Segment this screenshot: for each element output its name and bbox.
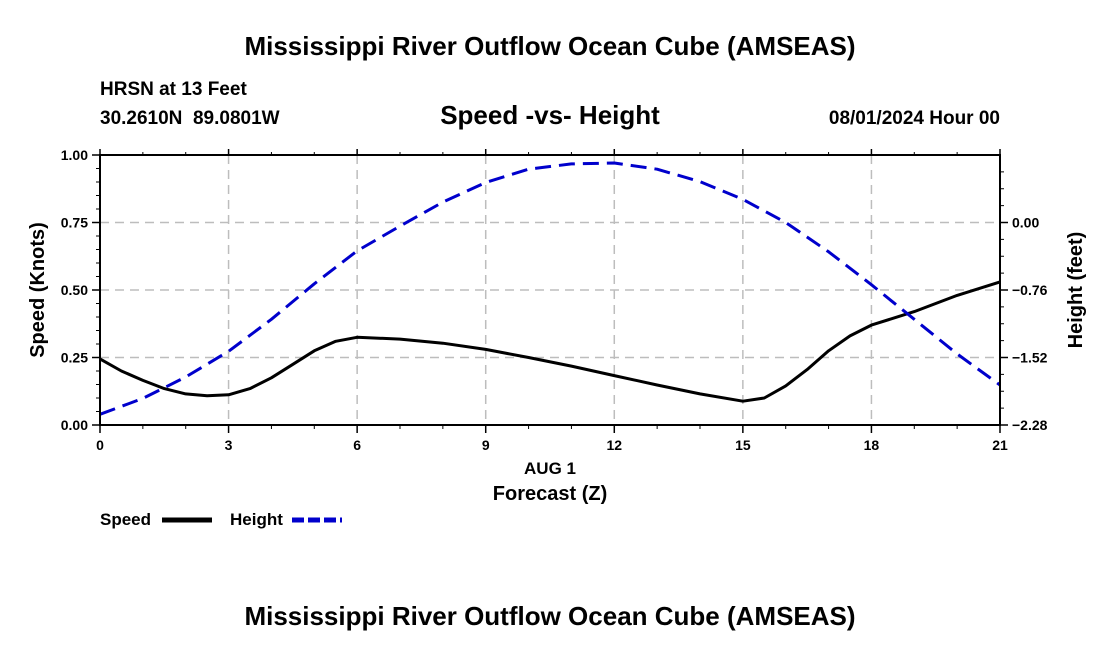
chart-subtitle: Speed -vs- Height — [440, 100, 660, 130]
y-axis-label-right: Height (feet) — [1065, 232, 1087, 349]
x-tick-label-4: 12 — [606, 437, 622, 453]
series-line-height — [99, 161, 1001, 416]
y-tick-label-2: 0.50 — [61, 282, 88, 298]
grid-layer — [100, 155, 1000, 425]
y2-tick-label-1: −1.52 — [1012, 350, 1048, 366]
x-axis-label: Forecast (Z) — [493, 483, 607, 505]
x-tick-label-3: 9 — [482, 437, 490, 453]
y-tick-label-3: 0.75 — [61, 215, 88, 231]
x-tick-label-7: 21 — [992, 437, 1008, 453]
chart-title-bottom: Mississippi River Outflow Ocean Cube (AM… — [244, 601, 855, 631]
legend-label-speed: Speed — [100, 510, 151, 529]
y2-tick-label-3: 0.00 — [1012, 215, 1039, 231]
x-axis-date-label: AUG 1 — [524, 459, 576, 478]
x-tick-label-5: 15 — [735, 437, 751, 453]
y2-tick-label-0: −2.28 — [1012, 417, 1048, 433]
legend-label-height: Height — [230, 510, 283, 529]
legend: Speed Height — [100, 510, 342, 529]
chart-title-top: Mississippi River Outflow Ocean Cube (AM… — [244, 31, 855, 61]
x-tick-label-1: 3 — [225, 437, 233, 453]
coordinates-label: 30.2610N 89.0801W — [100, 108, 280, 129]
x-tick-label-6: 18 — [864, 437, 880, 453]
y-tick-label-1: 0.25 — [61, 350, 88, 366]
forecast-datetime: 08/01/2024 Hour 00 — [829, 108, 1000, 129]
y2-tick-label-2: −0.76 — [1012, 282, 1048, 298]
station-label: HRSN at 13 Feet — [100, 79, 247, 100]
y-tick-label-0: 0.00 — [61, 417, 88, 433]
y-axis-label-left: Speed (Knots) — [27, 222, 49, 358]
series-line-speed — [99, 280, 1001, 403]
y-tick-label-4: 1.00 — [61, 147, 88, 163]
axis-layer: 0 3 6 9 12 15 18 21 0.00 0.25 0.50 0.75 1.00 −2.28 −1.… — [61, 147, 1048, 453]
x-tick-label-2: 6 — [353, 437, 361, 453]
plot-layer — [99, 161, 1001, 416]
x-tick-label-0: 0 — [96, 437, 104, 453]
